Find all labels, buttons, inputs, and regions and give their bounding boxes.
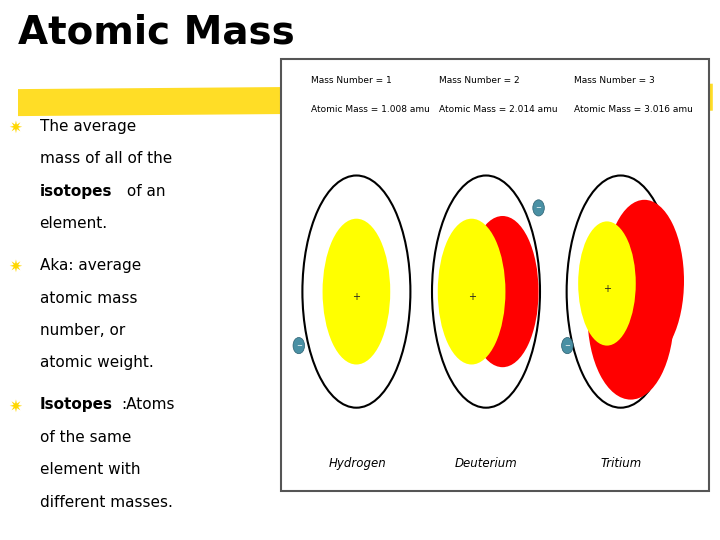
Ellipse shape xyxy=(562,338,573,354)
Ellipse shape xyxy=(567,176,675,408)
Text: of the same: of the same xyxy=(40,430,131,445)
Text: Isotopes: Isotopes xyxy=(40,397,112,413)
Text: Atomic Mass = 1.008 amu: Atomic Mass = 1.008 amu xyxy=(311,105,430,114)
Polygon shape xyxy=(18,84,713,116)
Text: Deuterium: Deuterium xyxy=(454,457,518,470)
Text: Mass Number = 2: Mass Number = 2 xyxy=(439,76,520,85)
Text: of an: of an xyxy=(122,184,166,199)
FancyBboxPatch shape xyxy=(281,59,709,491)
Text: atomic mass: atomic mass xyxy=(40,291,137,306)
Text: Atomic Mass = 2.014 amu: Atomic Mass = 2.014 amu xyxy=(439,105,558,114)
Text: element.: element. xyxy=(40,216,108,231)
Text: +: + xyxy=(352,292,361,302)
Ellipse shape xyxy=(578,221,636,346)
Ellipse shape xyxy=(605,200,684,362)
Text: Tritium: Tritium xyxy=(600,457,642,470)
Text: atomic weight.: atomic weight. xyxy=(40,355,153,370)
Text: ✷: ✷ xyxy=(9,119,22,137)
Text: different masses.: different masses. xyxy=(40,495,173,510)
Text: −: − xyxy=(536,205,541,211)
Text: +: + xyxy=(603,284,611,294)
Text: Hydrogen: Hydrogen xyxy=(329,457,387,470)
Ellipse shape xyxy=(533,200,544,216)
Text: ✷: ✷ xyxy=(9,258,22,276)
Text: number, or: number, or xyxy=(40,323,125,338)
Text: −: − xyxy=(296,342,302,349)
Text: Mass Number = 3: Mass Number = 3 xyxy=(574,76,654,85)
Text: Atomic Mass: Atomic Mass xyxy=(18,14,294,51)
Text: +: + xyxy=(467,292,476,302)
Text: −: − xyxy=(564,342,570,349)
Text: ✷: ✷ xyxy=(9,397,22,415)
Ellipse shape xyxy=(467,216,539,367)
Text: element with: element with xyxy=(40,462,140,477)
Ellipse shape xyxy=(588,232,674,400)
Text: mass of all of the: mass of all of the xyxy=(40,151,172,166)
Ellipse shape xyxy=(302,176,410,408)
Text: isotopes: isotopes xyxy=(40,184,112,199)
Text: Mass Number = 1: Mass Number = 1 xyxy=(311,76,392,85)
Text: The average: The average xyxy=(40,119,136,134)
Text: Aka: average: Aka: average xyxy=(40,258,141,273)
Ellipse shape xyxy=(323,219,390,364)
Text: Atomic Mass = 3.016 amu: Atomic Mass = 3.016 amu xyxy=(574,105,693,114)
Ellipse shape xyxy=(432,176,540,408)
Ellipse shape xyxy=(438,219,505,364)
Ellipse shape xyxy=(293,338,305,354)
Text: :Atoms: :Atoms xyxy=(121,397,174,413)
